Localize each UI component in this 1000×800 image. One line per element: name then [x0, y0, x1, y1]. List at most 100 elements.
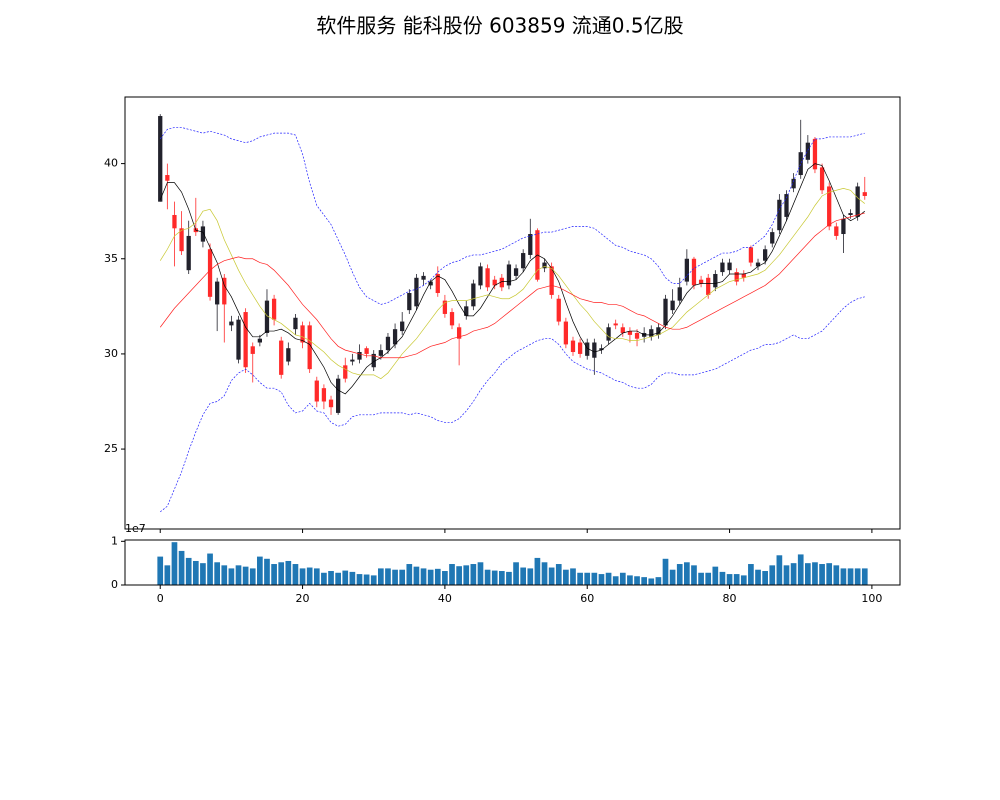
candle-body — [748, 247, 754, 263]
y-tick-label: 40 — [104, 157, 118, 170]
candle-body — [834, 226, 839, 236]
axis-offset-label: 1e7 — [125, 522, 146, 535]
volume-bar — [619, 572, 626, 585]
volume-bar — [221, 565, 228, 585]
volume-bar — [826, 563, 833, 585]
volume-bar — [740, 575, 747, 585]
y-tick-label: 0 — [111, 578, 118, 591]
volume-bar — [498, 571, 505, 585]
volume-bar — [840, 568, 847, 585]
candle-body — [257, 338, 262, 343]
candle-body — [791, 178, 796, 189]
candle-body — [364, 348, 369, 354]
volume-bar — [185, 557, 192, 585]
candle-body — [293, 317, 298, 330]
candle-body — [755, 262, 761, 267]
volume-bar — [513, 562, 519, 585]
indicator-line — [159, 127, 865, 305]
volume-bar — [719, 571, 726, 585]
volume-bar — [491, 570, 498, 585]
volume-bar — [477, 562, 484, 585]
candle-body — [592, 342, 597, 358]
volume-bar — [548, 567, 555, 585]
volume-bar — [427, 569, 434, 585]
candle-body — [763, 249, 768, 261]
candle-body — [599, 348, 604, 351]
volume-bar — [406, 564, 413, 585]
candle-body — [207, 249, 213, 297]
volume-bar — [861, 568, 868, 585]
candle-body — [691, 258, 697, 286]
volume-bar — [200, 563, 206, 585]
volume-bar — [313, 568, 320, 585]
y-tick-label: 30 — [104, 347, 118, 360]
candle-body — [827, 186, 832, 227]
candle-body — [506, 264, 512, 286]
candle-body — [720, 262, 725, 273]
volume-bar — [733, 574, 740, 585]
indicator-line — [159, 212, 865, 359]
candle-body — [706, 277, 711, 295]
volume-bar — [527, 568, 534, 585]
volume-bar — [790, 563, 797, 585]
candle-body — [784, 194, 789, 217]
candle-body — [407, 293, 412, 311]
candle-body — [464, 306, 469, 316]
volume-bar — [399, 569, 406, 585]
candle-body — [613, 323, 618, 326]
candle-body — [741, 273, 746, 278]
volume-bar — [456, 566, 462, 585]
volume-bar — [370, 575, 377, 585]
candle-body — [777, 199, 782, 231]
candle-body — [563, 321, 569, 345]
candle-body — [677, 287, 682, 301]
y-tick-label: 35 — [104, 252, 118, 265]
volume-bar — [762, 571, 768, 585]
chart-title: 软件服务 能科股份 603859 流通0.5亿股 — [316, 14, 683, 38]
candle-body — [286, 348, 291, 362]
candle-body — [734, 272, 739, 282]
candle-body — [848, 213, 853, 215]
volume-bar — [164, 565, 171, 585]
candle-body — [521, 253, 526, 269]
candle-body — [805, 142, 810, 160]
candle-body — [215, 281, 220, 305]
candle-body — [158, 116, 163, 202]
volume-bar — [192, 560, 199, 585]
candle-body — [606, 327, 611, 341]
volume-bar — [228, 568, 235, 585]
candle-body — [300, 325, 305, 343]
candle-body — [350, 359, 355, 362]
candle-body — [371, 353, 376, 368]
candle-body — [656, 327, 661, 335]
candle-body — [279, 340, 284, 375]
volume-bar — [292, 564, 299, 585]
volume-bar — [776, 555, 783, 585]
volume-bar — [392, 569, 398, 585]
candle-body — [841, 218, 846, 235]
volume-bar — [356, 574, 363, 585]
volume-bar — [442, 571, 448, 585]
volume-bar — [655, 577, 662, 585]
candle-body — [542, 262, 547, 269]
candle-body — [222, 277, 227, 305]
candle-body — [307, 325, 312, 370]
volume-bar — [299, 568, 306, 585]
candle-body — [172, 214, 177, 229]
volume-bar — [648, 578, 655, 585]
x-tick-label: 80 — [723, 592, 737, 605]
volume-bar — [413, 566, 420, 585]
candle-body — [698, 279, 704, 284]
volume-bar — [598, 574, 605, 585]
candle-body — [620, 327, 625, 333]
volume-bar — [278, 562, 285, 585]
volume-bar — [705, 572, 712, 585]
candle-body — [649, 329, 654, 337]
volume-bar — [363, 574, 370, 585]
volume-bar — [463, 565, 470, 585]
candle-body — [236, 319, 241, 360]
volume-bar — [712, 566, 719, 585]
candle-body — [456, 327, 462, 339]
